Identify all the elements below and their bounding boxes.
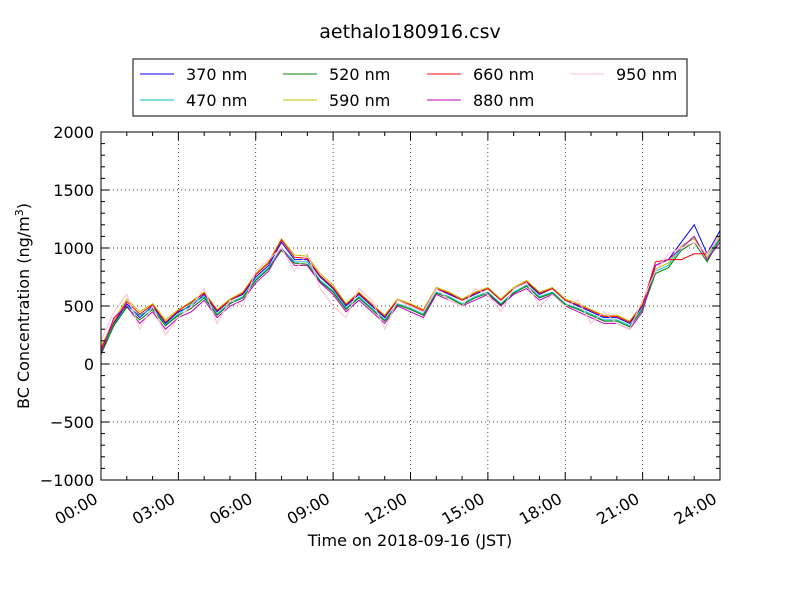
legend-label: 880 nm [473, 91, 534, 110]
series-line [100, 238, 721, 355]
legend-label: 660 nm [473, 65, 534, 84]
legend-label: 370 nm [186, 65, 247, 84]
legend-label: 590 nm [329, 91, 390, 110]
legend-frame [132, 58, 688, 117]
y-tick-label: −500 [50, 413, 94, 432]
legend-label: 950 nm [616, 65, 677, 84]
x-axis-label: Time on 2018-09-16 (JST) [307, 531, 512, 550]
y-tick-label: 1000 [53, 239, 94, 258]
series-line [100, 236, 721, 342]
y-axis-label-sup: 3 [13, 209, 26, 216]
y-tick-label: −1000 [40, 471, 94, 490]
y-tick-labels: −1000 −500 0 500 1000 1500 2000 [40, 123, 94, 490]
chart-title: aethalo180916.csv [319, 21, 501, 43]
y-tick-label: 1500 [53, 181, 94, 200]
legend-label: 470 nm [186, 91, 247, 110]
y-tick-label: 2000 [53, 123, 94, 142]
plot-frame [100, 131, 721, 481]
series-line [100, 233, 721, 347]
y-tick-label: 500 [63, 297, 94, 316]
y-tick-label: 0 [84, 355, 94, 374]
y-axis-label: BC Concentration (ng/m3) [13, 203, 34, 409]
series-layer [100, 223, 721, 355]
legend-label: 520 nm [329, 65, 390, 84]
series-line [100, 235, 721, 351]
series-line [100, 236, 721, 350]
chart-legend: 370 nm 520 nm 660 nm 950 nm 470 nm 590 nm 880 … [132, 58, 688, 117]
